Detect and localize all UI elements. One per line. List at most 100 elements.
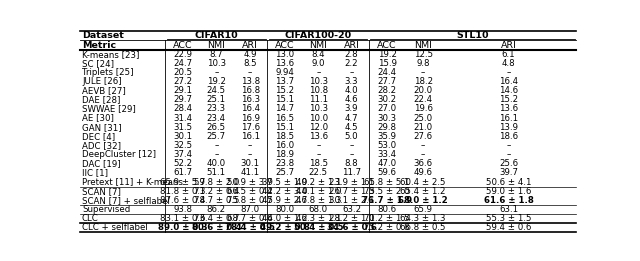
Text: 22.5: 22.5 <box>308 168 328 177</box>
Text: SCAN [7]: SCAN [7] <box>82 187 121 196</box>
Text: K-means [23]: K-means [23] <box>82 50 140 59</box>
Text: 65.9 ± 5.7: 65.9 ± 5.7 <box>160 177 205 187</box>
Text: 61.6 ± 1.8: 61.6 ± 1.8 <box>484 196 534 205</box>
Text: 18.9: 18.9 <box>275 150 294 159</box>
Text: 13.6: 13.6 <box>308 132 328 141</box>
Text: 68.0: 68.0 <box>308 205 328 214</box>
Text: 47.0: 47.0 <box>378 159 397 168</box>
Text: 36.6: 36.6 <box>413 159 433 168</box>
Text: ADC [32]: ADC [32] <box>82 141 121 150</box>
Text: 29.8: 29.8 <box>378 123 397 132</box>
Text: Triplets [25]: Triplets [25] <box>82 68 134 77</box>
Text: 73.4 ± 0.7: 73.4 ± 0.7 <box>194 214 239 223</box>
Text: 78.7 ± 0.5: 78.7 ± 0.5 <box>194 196 239 205</box>
Text: 89.0 ± 0.3: 89.0 ± 0.3 <box>158 223 207 232</box>
Text: 27.6: 27.6 <box>413 132 433 141</box>
Text: 83.1 ± 0.6: 83.1 ± 0.6 <box>160 214 205 223</box>
Text: 46.3 ± 1.1: 46.3 ± 1.1 <box>296 214 341 223</box>
Text: Supervised: Supervised <box>82 205 130 214</box>
Text: 4.8: 4.8 <box>502 59 515 68</box>
Text: Pretext [11] + K-means: Pretext [11] + K-means <box>82 177 183 187</box>
Text: ARI: ARI <box>344 40 360 50</box>
Text: 30.1 ± 2.1: 30.1 ± 2.1 <box>329 196 374 205</box>
Text: JULE [26]: JULE [26] <box>82 77 122 86</box>
Text: 59.0 ± 1.6: 59.0 ± 1.6 <box>486 187 531 196</box>
Text: 44.1 ± 1.0: 44.1 ± 1.0 <box>296 187 341 196</box>
Text: 8.5: 8.5 <box>243 59 257 68</box>
Text: 27.2: 27.2 <box>173 77 192 86</box>
Text: 24.4: 24.4 <box>378 68 397 77</box>
Text: 66.5 ± 0.4: 66.5 ± 0.4 <box>227 187 273 196</box>
Text: CIFAR10: CIFAR10 <box>195 31 238 40</box>
Text: 42.2 ± 3.0: 42.2 ± 3.0 <box>262 187 308 196</box>
Text: 68.7 ± 0.6: 68.7 ± 0.6 <box>227 214 273 223</box>
Text: Dataset: Dataset <box>82 31 124 40</box>
Text: 61.7: 61.7 <box>173 168 192 177</box>
Text: 81.8 ± 0.3: 81.8 ± 0.3 <box>160 187 205 196</box>
Text: 25.0: 25.0 <box>413 114 433 123</box>
Text: 55.3 ± 1.5: 55.3 ± 1.5 <box>486 214 531 223</box>
Text: 60.4 ± 2.5: 60.4 ± 2.5 <box>401 177 446 187</box>
Text: 32.5: 32.5 <box>173 141 192 150</box>
Text: AEVB [27]: AEVB [27] <box>82 86 125 95</box>
Text: 29.1: 29.1 <box>173 86 192 95</box>
Text: 30.1: 30.1 <box>241 159 260 168</box>
Text: 29.7: 29.7 <box>173 95 192 104</box>
Text: 22.9: 22.9 <box>173 50 192 59</box>
Text: –: – <box>506 150 511 159</box>
Text: 28.2 ± 1.0: 28.2 ± 1.0 <box>329 214 374 223</box>
Text: 9.0: 9.0 <box>312 59 325 68</box>
Text: ACC: ACC <box>173 40 193 50</box>
Text: 17.6: 17.6 <box>241 123 260 132</box>
Text: 18.5: 18.5 <box>308 159 328 168</box>
Text: 5.0: 5.0 <box>345 132 358 141</box>
Text: 65.9: 65.9 <box>413 205 433 214</box>
Text: 23.9 ± 1.1: 23.9 ± 1.1 <box>329 177 374 187</box>
Text: –: – <box>421 141 426 150</box>
Text: 30.2: 30.2 <box>378 95 397 104</box>
Text: 18.2: 18.2 <box>413 77 433 86</box>
Text: 34.6 ± 0.6: 34.6 ± 0.6 <box>326 223 376 232</box>
Text: 20.5: 20.5 <box>173 68 192 77</box>
Text: SC [24]: SC [24] <box>82 59 114 68</box>
Text: 75.8 ± 0.7: 75.8 ± 0.7 <box>227 196 273 205</box>
Text: 10.3: 10.3 <box>308 104 328 114</box>
Text: 20.0: 20.0 <box>413 86 433 95</box>
Text: 64.3 ± 1.3: 64.3 ± 1.3 <box>401 214 446 223</box>
Text: –: – <box>506 141 511 150</box>
Text: 16.5: 16.5 <box>275 114 294 123</box>
Text: 28.2: 28.2 <box>378 86 397 95</box>
Text: 10.3: 10.3 <box>308 77 328 86</box>
Text: CLC: CLC <box>82 214 99 223</box>
Text: 9.8: 9.8 <box>417 59 430 68</box>
Text: ARI: ARI <box>242 40 258 50</box>
Text: 4.5: 4.5 <box>345 123 358 132</box>
Text: 16.1: 16.1 <box>499 114 518 123</box>
Text: SWWAE [29]: SWWAE [29] <box>82 104 136 114</box>
Text: 33.4: 33.4 <box>378 150 397 159</box>
Text: 75.2 ± 0.8: 75.2 ± 0.8 <box>364 223 410 232</box>
Text: 13.0: 13.0 <box>275 50 294 59</box>
Text: 15.1: 15.1 <box>275 123 294 132</box>
Text: DAC [19]: DAC [19] <box>82 159 120 168</box>
Text: 51.1: 51.1 <box>207 168 226 177</box>
Text: 8.4: 8.4 <box>312 50 325 59</box>
Text: 26.5: 26.5 <box>207 123 226 132</box>
Text: 16.9: 16.9 <box>241 114 260 123</box>
Text: 4.0: 4.0 <box>345 86 358 95</box>
Text: 15.2: 15.2 <box>499 95 518 104</box>
Text: 4.6: 4.6 <box>345 95 358 104</box>
Text: 16.1: 16.1 <box>241 132 260 141</box>
Text: –: – <box>248 150 252 159</box>
Text: 25.7: 25.7 <box>275 168 294 177</box>
Text: 44.0 ± 1.2: 44.0 ± 1.2 <box>262 214 308 223</box>
Text: 14.6: 14.6 <box>499 86 518 95</box>
Text: 87.6 ± 0.4: 87.6 ± 0.4 <box>160 196 205 205</box>
Text: 59.4 ± 0.6: 59.4 ± 0.6 <box>486 223 531 232</box>
Text: 13.8: 13.8 <box>241 77 260 86</box>
Text: 12.5: 12.5 <box>413 50 433 59</box>
Text: IIC [1]: IIC [1] <box>82 168 108 177</box>
Text: 50.4 ± 0.5: 50.4 ± 0.5 <box>294 223 343 232</box>
Text: 28.4: 28.4 <box>173 104 192 114</box>
Text: 86.2: 86.2 <box>207 205 226 214</box>
